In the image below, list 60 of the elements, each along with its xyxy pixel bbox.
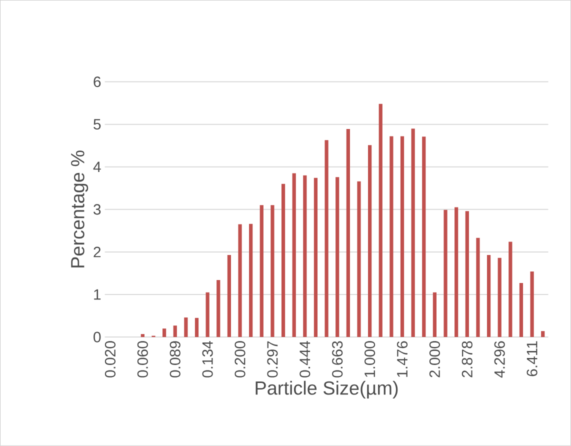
bar [422, 136, 426, 338]
y-tick-label: 3 [94, 204, 101, 215]
bar [194, 318, 199, 338]
bar [498, 258, 502, 338]
bar [281, 184, 286, 338]
bar [432, 292, 437, 338]
x-tick-label: 0.297 [267, 341, 278, 378]
y-tick-label: 4 [93, 162, 101, 172]
x-tick-label: 2.878 [462, 341, 472, 378]
y-tick-label: 2 [94, 246, 101, 258]
bar [162, 328, 166, 338]
bar [324, 140, 328, 338]
x-tick-label: 0.060 [137, 341, 148, 378]
bar [508, 242, 512, 338]
x-tick-label: 6.411 [526, 341, 538, 376]
y-tick-label: 6 [94, 76, 101, 88]
x-tick-label: 0.134 [202, 341, 213, 378]
bar [454, 207, 458, 338]
x-tick-label: 4.296 [494, 341, 505, 378]
bar [238, 224, 242, 338]
y-axis-title: Percentage % [71, 150, 88, 268]
bar [260, 205, 264, 338]
bar [368, 145, 372, 338]
bar [390, 136, 394, 338]
bar [486, 255, 491, 338]
x-tick-label: 0.089 [170, 341, 180, 378]
x-tick-label: 0.200 [234, 341, 246, 378]
x-tick-label: 1.476 [396, 341, 408, 377]
bar [465, 211, 469, 338]
bar [357, 181, 361, 338]
x-tick-label: 0.020 [104, 341, 116, 378]
bar [411, 128, 415, 338]
bar [292, 173, 296, 338]
x-tick-label: 2.000 [429, 341, 440, 378]
bar [206, 292, 210, 338]
bar [476, 238, 480, 338]
bar [184, 318, 188, 338]
bar [541, 331, 545, 338]
y-tick-label: 5 [94, 119, 101, 130]
bar [519, 283, 524, 338]
bar [400, 136, 404, 338]
x-tick-label: 1.000 [364, 341, 376, 377]
bar [314, 178, 318, 338]
bar [346, 129, 350, 338]
x-tick-label: 0.663 [332, 341, 343, 378]
bar [444, 210, 448, 338]
x-axis-title: Particle Size(µm) [256, 380, 398, 399]
bar [249, 224, 253, 338]
bar [173, 326, 177, 338]
bar [140, 334, 144, 338]
bar [378, 104, 382, 338]
bar [270, 205, 274, 338]
y-tick-label: 1 [94, 289, 101, 300]
bar [227, 255, 231, 338]
bar [336, 177, 340, 338]
bar [530, 272, 534, 338]
bar [303, 175, 307, 338]
x-tick-label: 0.444 [300, 341, 310, 378]
bar [216, 280, 220, 338]
y-tick-label: 0 [94, 332, 101, 342]
